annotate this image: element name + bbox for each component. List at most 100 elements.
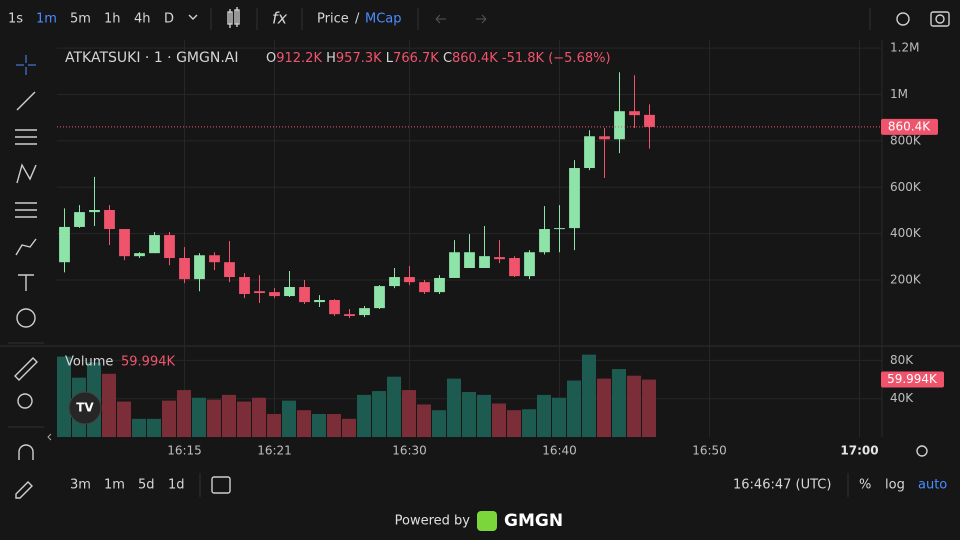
powered-by: Powered by xyxy=(395,514,471,529)
emoji-tool[interactable] xyxy=(16,308,36,328)
candle-body xyxy=(149,235,160,254)
zoom-tool[interactable] xyxy=(17,393,33,409)
candle-body xyxy=(74,212,85,227)
last-price-label: 860.4K xyxy=(888,119,931,133)
line-tool[interactable] xyxy=(16,91,36,111)
price-toggle[interactable]: Price xyxy=(317,12,349,27)
volume-bar xyxy=(177,390,191,437)
candle-body xyxy=(494,257,505,260)
volume-bar xyxy=(612,369,626,437)
candle-body xyxy=(524,252,535,277)
candle-body xyxy=(119,229,130,257)
interval-button[interactable]: 4h xyxy=(134,12,151,27)
volume-bar xyxy=(327,414,341,437)
candle-body xyxy=(374,286,385,309)
candle-body xyxy=(89,210,100,213)
lock-tool[interactable] xyxy=(15,481,33,499)
interval-button[interactable]: 1s xyxy=(8,12,23,27)
range-button[interactable]: 3m xyxy=(70,478,91,493)
candle-body xyxy=(644,114,655,127)
candle-body xyxy=(404,277,415,283)
y-tick-label: 800K xyxy=(890,133,922,147)
x-tick-label: 16:30 xyxy=(392,444,427,458)
volume-tag xyxy=(881,371,944,388)
candle-type-icon[interactable] xyxy=(227,7,240,28)
x-tick-label: 17:00 xyxy=(840,444,878,458)
candle-body xyxy=(194,255,205,280)
volume-title: Volume xyxy=(65,355,113,370)
volume-tag-label: 59.994K xyxy=(887,372,938,386)
interval-button[interactable]: 1m xyxy=(36,12,57,27)
range-group: 3m 1m 5d 1d xyxy=(70,478,185,493)
collapse-arrow[interactable] xyxy=(47,433,52,441)
dropdown-icon[interactable] xyxy=(188,14,198,20)
legend-value: 860.4K xyxy=(452,51,498,66)
candle-body xyxy=(59,226,70,263)
magnet-tool[interactable] xyxy=(18,444,34,460)
volume-bar xyxy=(147,418,161,437)
volume-tick-label: 40K xyxy=(890,391,914,405)
percent-toggle[interactable]: % xyxy=(859,478,871,493)
legend-key: L xyxy=(386,51,394,66)
tv-logo-mark: TV xyxy=(76,401,94,415)
volume-bar xyxy=(402,390,416,437)
candle-body xyxy=(539,229,550,253)
bottom-bar: 3m 1m 5d 1d 16:46:47 (UTC) % log auto xyxy=(70,473,947,497)
candle-body xyxy=(254,291,265,294)
volume-bar xyxy=(627,375,641,437)
volume-bar xyxy=(447,378,461,437)
candle-body xyxy=(134,253,145,257)
log-toggle[interactable]: log xyxy=(885,478,905,493)
text-tool[interactable] xyxy=(18,274,34,291)
date-range-icon[interactable] xyxy=(211,476,231,494)
axis-settings-icon[interactable] xyxy=(916,445,928,457)
mcap-toggle[interactable]: MCap xyxy=(365,12,402,27)
interval-button[interactable]: 5m xyxy=(70,12,91,27)
separator: / xyxy=(355,12,360,27)
candle-body xyxy=(209,255,220,263)
legend-key: O xyxy=(266,51,276,66)
range-button[interactable]: 1m xyxy=(104,478,125,493)
candle-body xyxy=(434,277,445,293)
clock[interactable]: 16:46:47 (UTC) xyxy=(733,478,831,493)
candle-body xyxy=(584,136,595,169)
ruler-tool[interactable] xyxy=(14,357,38,381)
auto-toggle[interactable]: auto xyxy=(918,478,947,493)
camera-icon[interactable] xyxy=(930,11,950,27)
range-button[interactable]: 5d xyxy=(138,478,155,493)
volume-bar xyxy=(417,404,431,437)
brush-tool[interactable] xyxy=(15,238,37,256)
legend-key: C xyxy=(443,51,452,66)
crosshair-tool[interactable] xyxy=(16,55,36,75)
volume-bar xyxy=(567,380,581,437)
brand-name: GMGN xyxy=(504,511,563,531)
chart-title: ATKATSUKI · 1 · GMGN.AI xyxy=(65,50,238,66)
indicator-icon[interactable]: fx xyxy=(272,9,288,28)
volume-bar xyxy=(507,410,521,437)
volume-value: 59.994K xyxy=(121,355,175,370)
projection-tool[interactable] xyxy=(15,202,37,218)
redo-icon[interactable] xyxy=(476,14,487,24)
x-tick-label: 16:21 xyxy=(257,444,292,458)
candle-body xyxy=(359,308,370,316)
interval-button[interactable]: D xyxy=(164,12,174,27)
interval-button[interactable]: 1h xyxy=(104,12,121,27)
undo-icon[interactable] xyxy=(435,14,446,24)
candle-body xyxy=(269,292,280,297)
candle-body xyxy=(179,258,190,280)
pattern-tool[interactable] xyxy=(16,163,37,184)
range-button[interactable]: 1d xyxy=(168,478,185,493)
fib-tool[interactable] xyxy=(15,129,37,145)
volume-bar xyxy=(162,400,176,437)
settings-icon[interactable] xyxy=(896,12,910,26)
volume-bar xyxy=(312,414,326,437)
legend-value: 766.7K xyxy=(393,51,439,66)
volume-bar xyxy=(522,409,536,437)
y-tick-label: 200K xyxy=(890,273,922,287)
tv-logo[interactable] xyxy=(68,391,102,425)
x-tick-label: 16:15 xyxy=(167,444,202,458)
candle-body xyxy=(284,287,295,297)
last-price-tag xyxy=(881,118,938,135)
volume-bar xyxy=(282,400,296,437)
